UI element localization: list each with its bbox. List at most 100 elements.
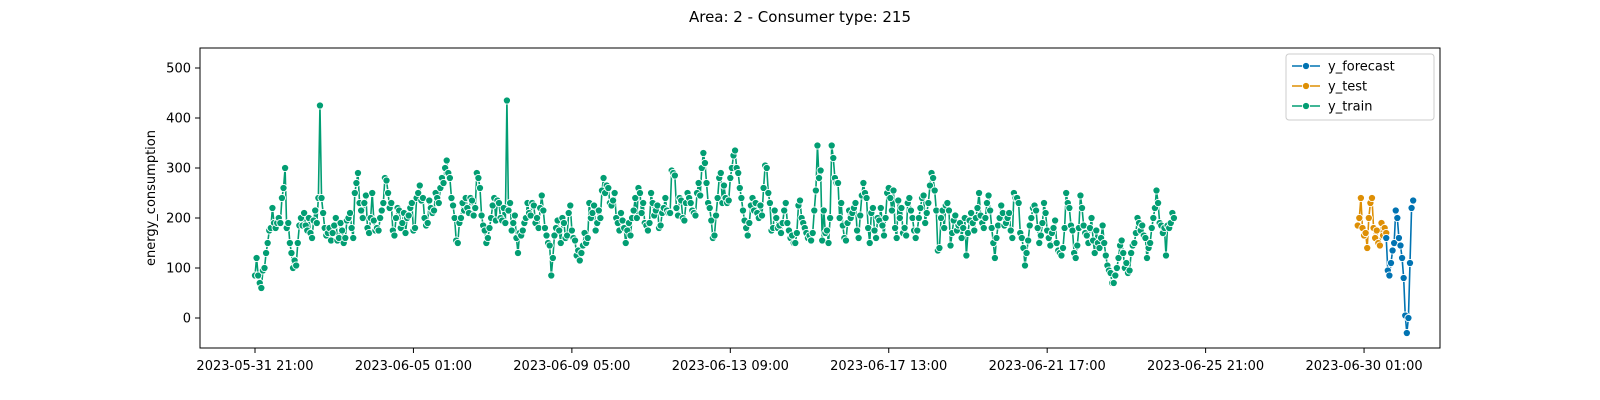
- data-point: [1098, 221, 1107, 230]
- data-point: [599, 173, 608, 183]
- series-layer: [250, 96, 1418, 338]
- data-point: [911, 233, 920, 243]
- data-point: [645, 218, 654, 228]
- data-point: [1100, 238, 1109, 248]
- data-point: [791, 238, 800, 248]
- data-point: [881, 213, 890, 223]
- legend: y_forecast y_test y_train: [1285, 53, 1435, 121]
- data-point: [892, 233, 901, 243]
- data-point: [1071, 253, 1080, 263]
- data-point: [647, 188, 656, 198]
- data-point: [550, 231, 559, 240]
- legend-label: y_test: [1328, 80, 1367, 95]
- data-point: [1117, 236, 1126, 245]
- data-point: [252, 253, 261, 263]
- data-point: [1409, 196, 1418, 205]
- data-point: [957, 233, 966, 243]
- data-point: [924, 198, 933, 208]
- data-point: [699, 148, 708, 158]
- data-point: [656, 221, 665, 230]
- chart-title: Area: 2 - Consumer type: 215: [689, 8, 911, 26]
- data-point: [731, 146, 740, 155]
- data-point: [1014, 198, 1023, 208]
- data-point: [501, 218, 510, 228]
- legend-marker: [1301, 61, 1311, 71]
- y-tick-label: 0: [183, 312, 191, 327]
- data-point: [254, 271, 263, 280]
- data-point: [1125, 266, 1134, 275]
- data-point: [700, 158, 710, 168]
- data-point: [1393, 213, 1402, 223]
- data-point: [757, 211, 767, 220]
- data-point: [328, 228, 337, 238]
- data-point: [415, 181, 424, 190]
- data-point: [353, 168, 363, 178]
- data-point: [1154, 198, 1163, 208]
- data-point: [776, 228, 786, 238]
- data-point: [338, 226, 347, 235]
- data-point: [1025, 221, 1034, 230]
- data-point: [1394, 233, 1403, 243]
- data-point: [967, 208, 976, 218]
- data-point: [1095, 243, 1104, 253]
- data-point: [547, 271, 556, 280]
- legend-marker: [1301, 101, 1311, 111]
- data-point: [483, 233, 492, 243]
- data-point: [1109, 278, 1118, 288]
- series-y-test: [1353, 193, 1391, 253]
- data-point: [1361, 228, 1370, 238]
- data-point: [1372, 226, 1381, 235]
- data-point: [513, 248, 523, 258]
- data-point: [738, 206, 748, 215]
- data-point: [879, 231, 889, 240]
- data-point: [1041, 208, 1050, 218]
- plot-area-frame: [199, 47, 1441, 349]
- data-point: [260, 263, 269, 273]
- data-point: [851, 198, 860, 208]
- data-point: [1169, 213, 1178, 223]
- data-point: [621, 238, 630, 248]
- data-point: [764, 188, 773, 198]
- data-point: [672, 203, 681, 213]
- data-point: [1385, 271, 1394, 280]
- y-tick-label: 400: [166, 112, 191, 127]
- data-point: [307, 233, 317, 243]
- data-point: [346, 208, 355, 218]
- data-point: [1367, 193, 1377, 203]
- data-point: [696, 191, 705, 200]
- data-point: [745, 218, 754, 228]
- data-point: [944, 206, 954, 215]
- data-point: [997, 201, 1006, 210]
- data-point: [813, 141, 822, 150]
- data-point: [398, 218, 407, 228]
- data-point: [567, 226, 576, 235]
- data-point: [962, 251, 971, 260]
- data-point: [1398, 253, 1407, 263]
- data-point: [475, 183, 485, 193]
- data-point: [1399, 273, 1408, 283]
- data-point: [765, 198, 774, 208]
- data-point: [807, 236, 816, 245]
- data-point: [951, 211, 960, 220]
- data-point: [277, 193, 286, 203]
- data-point: [391, 213, 401, 223]
- data-point: [856, 211, 865, 220]
- data-point: [982, 198, 992, 208]
- data-point: [743, 231, 752, 240]
- data-point: [319, 208, 328, 218]
- data-point: [448, 201, 458, 210]
- data-point: [870, 226, 879, 235]
- data-point: [401, 228, 410, 238]
- data-point: [781, 198, 790, 208]
- data-point: [376, 213, 385, 223]
- data-point: [631, 193, 640, 203]
- data-point: [616, 208, 626, 218]
- y-tick-label: 100: [166, 262, 191, 277]
- data-point: [816, 166, 825, 175]
- data-point: [716, 168, 725, 178]
- data-point: [819, 206, 828, 215]
- data-point: [539, 206, 548, 215]
- data-point: [959, 223, 968, 233]
- data-point: [783, 218, 792, 228]
